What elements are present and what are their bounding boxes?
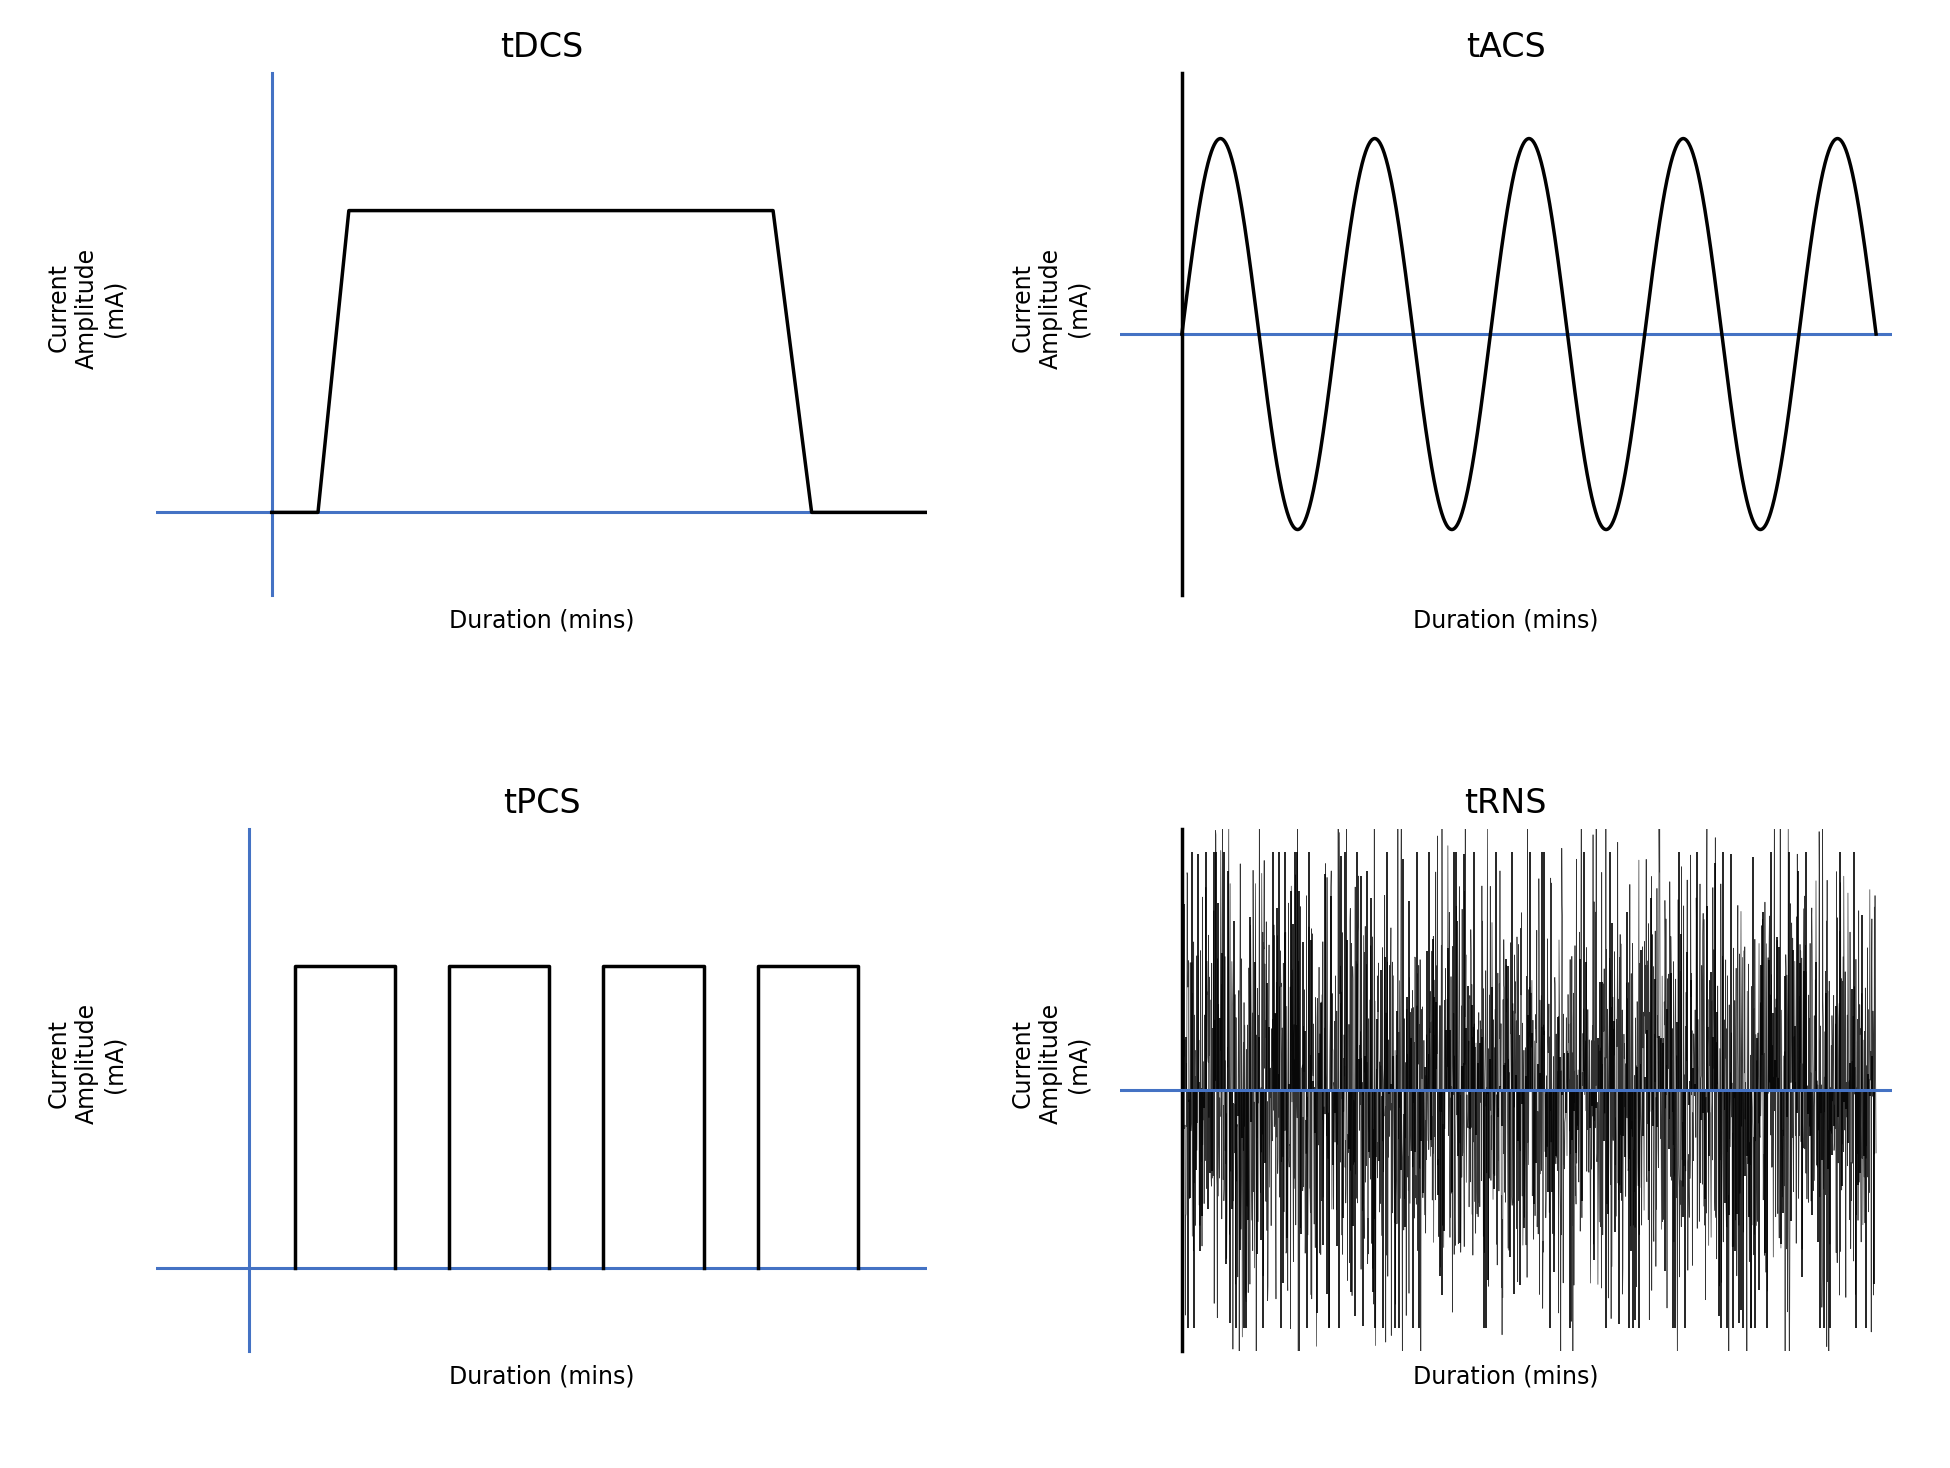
Text: Current
Amplitude
(mA): Current Amplitude (mA) <box>47 248 127 368</box>
Title: tDCS: tDCS <box>499 31 583 63</box>
Text: Current
Amplitude
(mA): Current Amplitude (mA) <box>1010 1003 1090 1124</box>
Title: tRNS: tRNS <box>1464 787 1546 819</box>
Title: tPCS: tPCS <box>503 787 581 819</box>
Title: tACS: tACS <box>1466 31 1546 63</box>
X-axis label: Duration (mins): Duration (mins) <box>1414 609 1599 633</box>
Text: Current
Amplitude
(mA): Current Amplitude (mA) <box>47 1003 127 1124</box>
X-axis label: Duration (mins): Duration (mins) <box>448 1364 634 1389</box>
X-axis label: Duration (mins): Duration (mins) <box>448 609 634 633</box>
X-axis label: Duration (mins): Duration (mins) <box>1414 1364 1599 1389</box>
Text: Current
Amplitude
(mA): Current Amplitude (mA) <box>1010 248 1090 368</box>
